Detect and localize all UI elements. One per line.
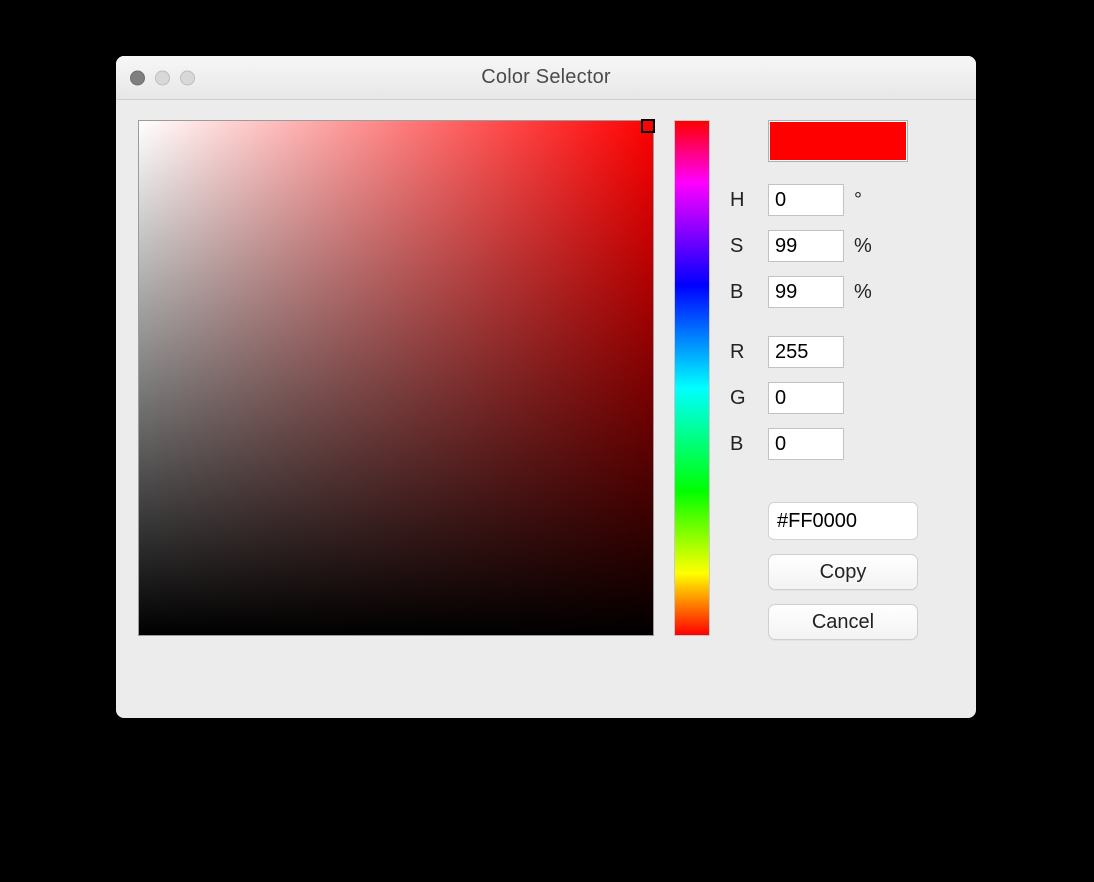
minimize-icon[interactable]	[155, 70, 170, 85]
sv-black-layer	[139, 121, 653, 635]
hue-unit: °	[854, 189, 878, 212]
saturation-value-picker[interactable]	[138, 120, 654, 636]
window-content: H ° S % B % R G	[116, 100, 976, 718]
blue-input[interactable]	[768, 428, 844, 460]
hue-row: H °	[730, 184, 878, 216]
saturation-input[interactable]	[768, 230, 844, 262]
green-label: G	[730, 387, 758, 410]
titlebar: Color Selector	[116, 56, 976, 100]
brightness-label: B	[730, 281, 758, 304]
hue-slider[interactable]	[674, 120, 710, 636]
color-swatch-fill	[770, 122, 906, 160]
saturation-label: S	[730, 235, 758, 258]
color-selector-window: Color Selector H ° S % B	[116, 56, 976, 718]
red-row: R	[730, 336, 878, 368]
brightness-row: B %	[730, 276, 878, 308]
hue-label: H	[730, 189, 758, 212]
brightness-unit: %	[854, 281, 878, 304]
color-swatch	[768, 120, 908, 162]
window-controls	[130, 70, 195, 85]
saturation-row: S %	[730, 230, 878, 262]
green-input[interactable]	[768, 382, 844, 414]
value-panel: H ° S % B % R G	[730, 120, 954, 694]
window-title: Color Selector	[481, 66, 611, 89]
saturation-unit: %	[854, 235, 878, 258]
hex-input[interactable]	[768, 502, 918, 540]
red-label: R	[730, 341, 758, 364]
zoom-icon[interactable]	[180, 70, 195, 85]
hue-input[interactable]	[768, 184, 844, 216]
cancel-button[interactable]: Cancel	[768, 604, 918, 640]
copy-button[interactable]: Copy	[768, 554, 918, 590]
red-input[interactable]	[768, 336, 844, 368]
blue-label: B	[730, 433, 758, 456]
blue-row: B	[730, 428, 878, 460]
green-row: G	[730, 382, 878, 414]
close-icon[interactable]	[130, 70, 145, 85]
brightness-input[interactable]	[768, 276, 844, 308]
